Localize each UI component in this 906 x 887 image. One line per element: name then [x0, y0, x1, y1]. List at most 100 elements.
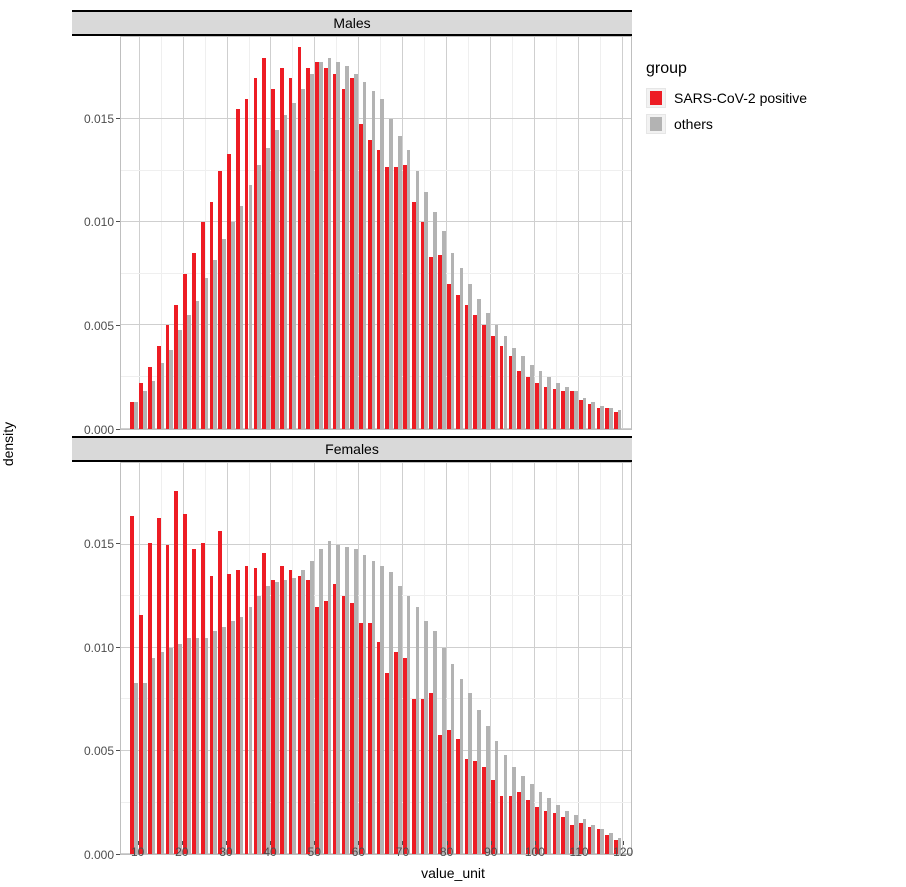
bar-others — [187, 315, 191, 428]
bar-others — [468, 284, 472, 428]
x-tick-label: 50 — [308, 845, 321, 859]
bar-positive — [245, 566, 249, 854]
bar-others — [143, 391, 147, 428]
bar-others — [205, 278, 209, 428]
x-tick-label: 80 — [440, 845, 453, 859]
bar-others — [495, 741, 499, 854]
bar-others — [319, 62, 323, 429]
bar-positive — [456, 295, 460, 429]
bar-others — [416, 607, 420, 854]
y-axis-ticks: 0.0000.0050.0100.015 — [72, 36, 120, 430]
bar-others — [152, 381, 156, 428]
bar-others — [468, 693, 472, 854]
bar-others — [169, 350, 173, 428]
bar-positive — [148, 367, 152, 429]
bar-positive — [605, 408, 609, 429]
x-tick-label: 70 — [396, 845, 409, 859]
bar-others — [354, 549, 358, 854]
bar-others — [565, 387, 569, 428]
bar-positive — [597, 408, 601, 429]
bar-positive — [500, 346, 504, 428]
bar-others — [301, 89, 305, 429]
bar-others — [495, 325, 499, 428]
bar-others — [134, 402, 138, 429]
y-tick-label: 0.015 — [84, 537, 114, 551]
bar-positive — [174, 305, 178, 429]
bar-positive — [412, 699, 416, 854]
bar-others — [486, 726, 490, 854]
bar-others — [591, 402, 595, 429]
bar-others — [240, 617, 244, 854]
legend-label: others — [674, 116, 713, 132]
bar-positive — [465, 759, 469, 854]
bar-positive — [280, 68, 284, 429]
bar-positive — [236, 109, 240, 428]
facet-panel: Males0.0000.0050.0100.015 — [72, 10, 632, 430]
plot-area — [120, 36, 632, 430]
bar-positive — [192, 253, 196, 428]
bar-positive — [306, 580, 310, 854]
bar-positive — [394, 167, 398, 429]
bar-positive — [210, 202, 214, 429]
bar-positive — [368, 140, 372, 428]
bar-positive — [342, 596, 346, 854]
bar-positive — [166, 325, 170, 428]
legend-item: SARS-CoV-2 positive — [646, 88, 807, 108]
y-tick-label: 0.015 — [84, 112, 114, 126]
x-axis: 102030405060708090100110120 — [120, 841, 632, 863]
bar-others — [187, 638, 191, 854]
y-tick-label: 0.005 — [84, 744, 114, 758]
bar-positive — [544, 387, 548, 428]
bar-others — [196, 638, 200, 854]
bar-others — [161, 652, 165, 854]
y-axis-ticks: 0.0000.0050.0100.015 — [72, 462, 120, 856]
bar-positive — [333, 74, 337, 428]
bar-positive — [183, 514, 187, 854]
bar-others — [407, 150, 411, 428]
bar-positive — [421, 222, 425, 428]
bar-positive — [465, 305, 469, 429]
bar-others — [266, 148, 270, 428]
facet-strip: Females — [72, 436, 632, 462]
bar-positive — [385, 167, 389, 429]
bar-others — [231, 222, 235, 428]
bar-others — [451, 253, 455, 428]
bar-positive — [421, 699, 425, 854]
bar-others — [460, 268, 464, 429]
y-tick-label: 0.010 — [84, 641, 114, 655]
bar-others — [213, 631, 217, 854]
bar-positive — [526, 377, 530, 429]
bar-positive — [262, 553, 266, 854]
bar-others — [336, 545, 340, 854]
bar-others — [600, 406, 604, 429]
bar-positive — [166, 545, 170, 854]
bar-positive — [359, 124, 363, 429]
bar-others — [284, 580, 288, 854]
bar-positive — [482, 325, 486, 428]
bar-positive — [579, 400, 583, 429]
bar-positive — [289, 570, 293, 854]
bar-others — [477, 710, 481, 854]
x-axis-label: value_unit — [421, 865, 485, 881]
bar-others — [504, 336, 508, 429]
bar-positive — [306, 68, 310, 429]
bar-positive — [280, 566, 284, 854]
bar-positive — [403, 165, 407, 429]
bar-others — [380, 566, 384, 854]
bar-others — [169, 648, 173, 854]
bar-others — [504, 755, 508, 854]
bar-others — [336, 62, 340, 429]
bar-positive — [517, 371, 521, 429]
legend-key — [646, 88, 666, 108]
bar-others — [433, 212, 437, 428]
bar-others — [319, 549, 323, 854]
bar-others — [240, 206, 244, 429]
bar-others — [178, 330, 182, 429]
bar-positive — [570, 391, 574, 428]
bar-positive — [157, 518, 161, 854]
bar-positive — [139, 615, 143, 854]
bar-positive — [447, 730, 451, 854]
bar-others — [416, 171, 420, 429]
bar-positive — [227, 154, 231, 428]
bar-positive — [174, 491, 178, 854]
